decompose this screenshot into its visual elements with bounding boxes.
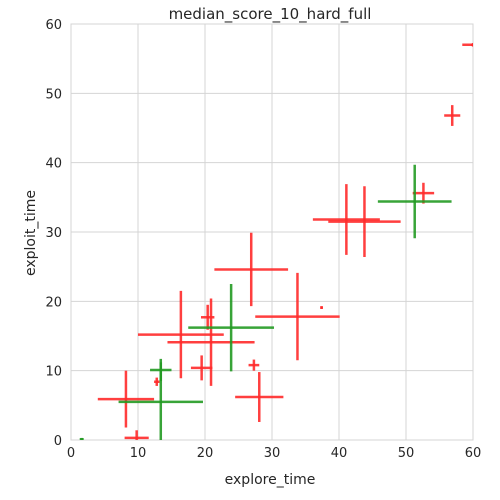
data-point-errorbar [462, 43, 473, 47]
x-tick-label: 40 [331, 446, 348, 461]
x-tick-label: 50 [398, 446, 415, 461]
data-point-errorbar [444, 105, 461, 126]
data-point-errorbar [167, 298, 255, 386]
x-tick-label: 0 [67, 446, 75, 461]
y-tick-label: 20 [45, 295, 62, 310]
data-point-errorbar [328, 186, 401, 257]
data-point-errorbar [79, 437, 84, 440]
data-point-errorbar [312, 184, 380, 255]
plot-frame [70, 23, 474, 441]
data-point-errorbar [214, 232, 289, 307]
y-axis-label: exploit_time [23, 190, 39, 276]
data-point-errorbar [377, 164, 452, 239]
data-point-errorbar [154, 377, 160, 386]
data-point-errorbar [235, 372, 284, 422]
gridlines [70, 23, 474, 441]
data-point-errorbar [200, 304, 215, 330]
data-point-errorbar [320, 306, 323, 309]
y-tick-label: 30 [45, 226, 62, 241]
green-series [79, 164, 452, 440]
data-point-marker [471, 43, 473, 47]
y-tick-label: 0 [54, 434, 62, 449]
x-tick-label: 60 [465, 446, 482, 461]
x-tick-labels: 0 10 20 30 40 50 60 [67, 446, 481, 461]
red-series [97, 43, 473, 440]
x-tick-label: 10 [130, 446, 147, 461]
y-tick-labels: 0 10 20 30 40 50 60 [45, 18, 62, 449]
data-point-errorbar [188, 284, 275, 372]
y-tick-label: 10 [45, 365, 62, 380]
data-point-errorbar [248, 359, 260, 371]
data-point-errorbar [150, 358, 172, 382]
x-tick-label: 20 [197, 446, 214, 461]
data-point-errorbar [255, 272, 340, 361]
data-marks [79, 43, 473, 440]
data-point-errorbar [138, 290, 224, 379]
x-tick-label: 30 [264, 446, 281, 461]
y-tick-label: 40 [45, 157, 62, 172]
y-tick-label: 60 [45, 18, 62, 33]
x-axis-label: explore_time [225, 472, 316, 488]
data-point-errorbar [124, 430, 149, 440]
data-point-errorbar [412, 182, 435, 204]
data-point-errorbar [97, 370, 155, 428]
y-tick-label: 50 [45, 87, 62, 102]
chart-title: median_score_10_hard_full [169, 5, 372, 24]
data-point-errorbar [190, 355, 213, 381]
